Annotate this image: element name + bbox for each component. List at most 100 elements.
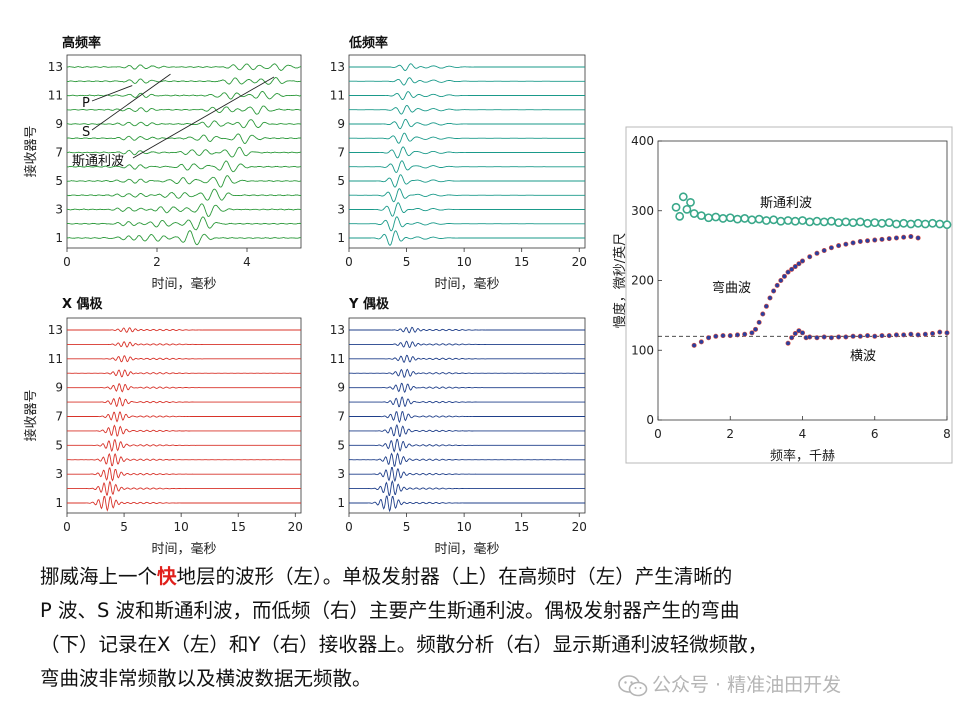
- waveform-trace-receiver-8: [349, 396, 585, 408]
- data-point: [872, 237, 878, 243]
- y-tick-label: 1: [337, 231, 345, 245]
- waveform-trace-receiver-6: [67, 424, 301, 437]
- data-point: [821, 334, 827, 340]
- waveform-trace-receiver-13: [66, 63, 302, 72]
- y-tick-label: 100: [631, 343, 654, 357]
- x-tick-label: 5: [403, 520, 411, 534]
- data-point: [893, 235, 899, 241]
- waveform-trace-receiver-9: [349, 118, 585, 130]
- waveform-trace-receiver-11: [349, 91, 585, 100]
- data-point: [754, 214, 764, 224]
- x-tick-label: 5: [403, 255, 411, 269]
- waveform-trace-receiver-2: [67, 480, 301, 496]
- y-tick-label: 1: [55, 231, 63, 245]
- waveform-trace-receiver-7: [349, 146, 585, 159]
- series-3: [785, 328, 950, 346]
- data-point: [771, 288, 777, 294]
- data-point: [836, 243, 842, 249]
- y-tick-label: 3: [337, 203, 345, 217]
- data-point: [761, 216, 771, 225]
- y-tick-label: 13: [330, 323, 345, 337]
- data-point: [807, 334, 813, 340]
- data-point: [671, 202, 681, 212]
- waveform-trace-receiver-12: [66, 77, 302, 85]
- waveform-trace-receiver-4: [349, 452, 585, 467]
- waveform-trace-receiver-5: [66, 175, 301, 188]
- data-point: [767, 295, 773, 301]
- data-point: [805, 217, 815, 227]
- panel-title: Y 偶极: [348, 296, 390, 312]
- data-point: [814, 250, 820, 256]
- data-point: [778, 277, 784, 283]
- data-point: [725, 213, 735, 223]
- x-tick-label: 5: [120, 520, 128, 534]
- y-tick-label: 400: [631, 134, 654, 148]
- data-point: [734, 332, 740, 338]
- waveform-trace-receiver-5: [349, 174, 585, 188]
- waveform-trace-receiver-9: [67, 383, 301, 393]
- y-tick-label: 13: [48, 60, 63, 74]
- data-point: [828, 335, 834, 341]
- data-point: [928, 218, 937, 228]
- data-point: [836, 334, 842, 340]
- waveform-trace-receiver-1: [349, 230, 585, 246]
- data-point: [698, 339, 704, 345]
- waveform-trace-receiver-13: [349, 63, 585, 71]
- data-point: [733, 214, 742, 224]
- waveform-trace-receiver-12: [349, 340, 585, 349]
- data-point: [865, 238, 871, 244]
- panel-title: 高频率: [62, 35, 101, 51]
- x-tick-label: 2: [153, 255, 161, 269]
- annotation-stoneley: 斯通利波: [760, 196, 812, 211]
- data-point: [819, 217, 829, 227]
- y-axis-label: 接收器号: [23, 389, 39, 441]
- y-tick-label: 9: [55, 381, 63, 395]
- data-point: [915, 235, 921, 241]
- data-point: [834, 218, 844, 228]
- data-point: [753, 326, 759, 332]
- watermark: 公众号 · 精准油田开发: [618, 670, 841, 697]
- y-tick-label: 13: [48, 323, 63, 337]
- data-point: [913, 218, 923, 228]
- caption-line-1: 挪威海上一个快地层的波形（左）。单极发射器（上）在高频时（左）产生清晰的: [40, 560, 940, 594]
- waveform-trace-receiver-12: [348, 77, 585, 86]
- data-point: [760, 311, 766, 317]
- x-tick-label: 0: [63, 520, 71, 534]
- data-point: [870, 218, 880, 228]
- x-tick-label: 10: [456, 520, 471, 534]
- waveform-trace-receiver-11: [349, 354, 585, 363]
- waveform-trace-receiver-9: [349, 382, 585, 394]
- waveform-trace-receiver-2: [66, 216, 302, 231]
- data-point: [783, 216, 793, 225]
- caption-line-3: （下）记录在X（左）和Y（右）接收器上。频散分析（右）显示斯通利波轻微频散，: [40, 633, 768, 656]
- x-tick-label: 2: [726, 427, 734, 441]
- data-point: [718, 214, 728, 223]
- x-tick-label: 6: [871, 427, 879, 441]
- annotation-leader: [91, 85, 133, 102]
- x-tick-label: 15: [514, 520, 529, 534]
- data-point: [781, 273, 787, 279]
- data-point: [857, 333, 863, 339]
- y-tick-label: 5: [55, 174, 63, 188]
- y-tick-label: 300: [631, 204, 654, 218]
- data-point: [740, 214, 750, 223]
- data-point: [789, 335, 795, 341]
- data-point: [935, 219, 945, 229]
- data-point: [713, 333, 719, 339]
- plot-frame: [348, 317, 586, 514]
- data-point: [944, 330, 950, 336]
- data-point: [893, 332, 899, 338]
- data-point: [877, 218, 887, 228]
- data-point: [789, 266, 795, 272]
- data-point: [855, 217, 865, 227]
- y-tick-label: 1: [337, 496, 345, 510]
- data-point: [792, 331, 798, 337]
- waveform-trace-receiver-1: [67, 495, 301, 512]
- plot-frame: [348, 54, 586, 249]
- y-tick-label: 200: [631, 274, 654, 288]
- x-axis-label: 时间，毫秒: [434, 541, 499, 557]
- caption-text-after: 地层的波形（左）。单极发射器（上）在高频时（左）产生清晰的: [176, 565, 733, 588]
